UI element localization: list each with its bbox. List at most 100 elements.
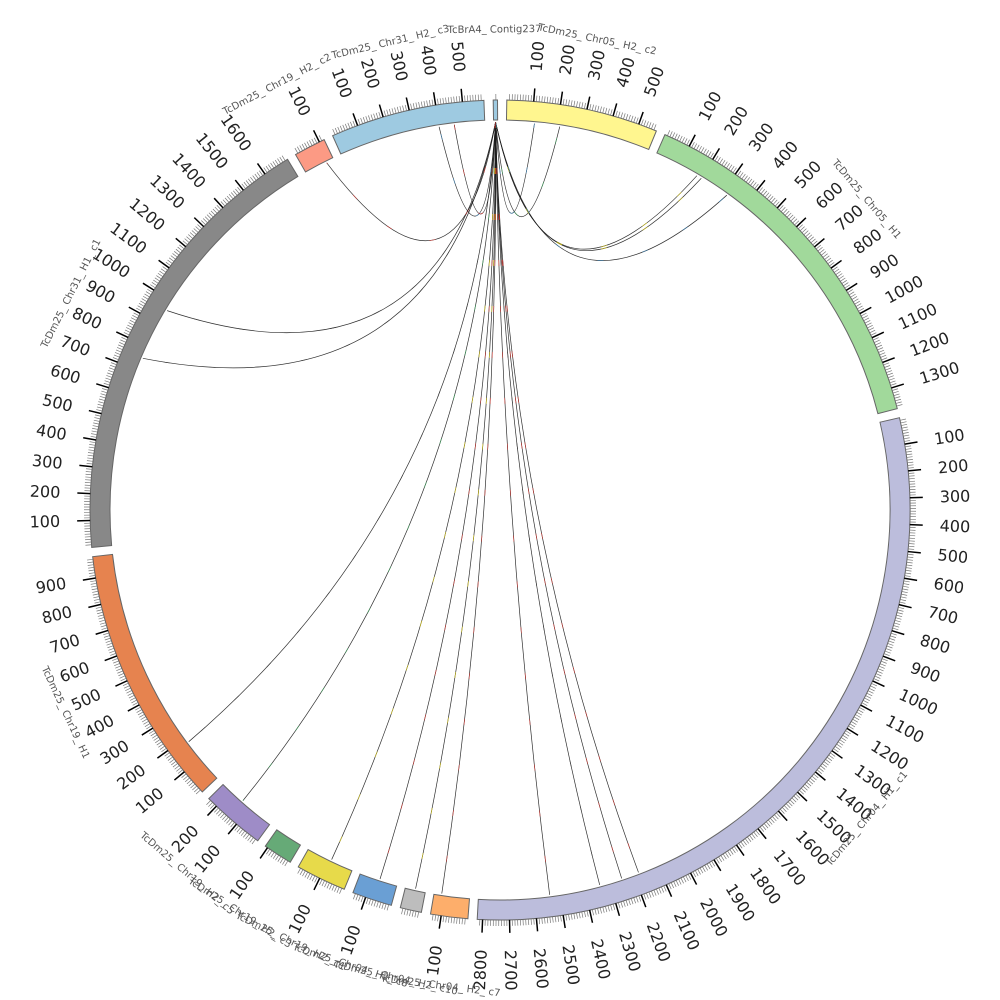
major-tick — [104, 655, 118, 662]
major-tick — [814, 771, 826, 781]
tick-label: 400 — [417, 44, 441, 77]
minor-tick — [224, 816, 229, 822]
minor-tick — [901, 593, 908, 596]
minor-tick — [802, 785, 808, 791]
link-color-accent — [331, 122, 496, 860]
minor-tick — [97, 403, 104, 407]
minor-tick — [284, 860, 289, 867]
minor-tick — [136, 709, 143, 713]
minor-tick — [859, 707, 865, 711]
minor-tick — [715, 858, 720, 864]
minor-tick — [108, 369, 114, 373]
minor-tick — [450, 917, 453, 924]
minor-tick — [907, 461, 914, 464]
minor-tick — [123, 685, 130, 689]
minor-tick — [906, 564, 913, 567]
minor-tick — [106, 375, 113, 378]
minor-tick — [87, 454, 94, 457]
minor-tick — [884, 650, 891, 654]
minor-tick — [834, 746, 841, 751]
minor-tick — [170, 255, 176, 260]
minor-tick — [887, 643, 894, 646]
minor-tick — [594, 105, 597, 112]
minor-tick — [267, 164, 272, 170]
minor-tick — [625, 900, 629, 906]
minor-tick — [772, 816, 777, 822]
link-curve — [495, 122, 639, 873]
tick-label: 400 — [939, 516, 970, 536]
minor-tick — [93, 596, 100, 599]
minor-tick — [92, 590, 99, 593]
minor-tick — [778, 205, 784, 211]
minor-tick — [120, 339, 126, 343]
major-tick — [907, 550, 921, 554]
minor-tick — [247, 835, 252, 841]
minor-tick — [172, 763, 178, 768]
link-color-accent — [495, 122, 550, 895]
minor-tick — [908, 472, 915, 474]
minor-tick — [883, 362, 890, 366]
tick-label: 500 — [937, 545, 969, 567]
minor-tick — [787, 801, 793, 807]
minor-tick — [236, 827, 241, 833]
minor-tick — [123, 332, 130, 336]
link-color-accent — [441, 122, 497, 894]
tick-label: 500 — [40, 390, 74, 416]
minor-tick — [184, 777, 190, 783]
minor-tick — [156, 275, 162, 280]
major-tick — [891, 383, 905, 389]
minor-tick — [905, 448, 912, 450]
minor-tick — [122, 682, 129, 687]
minor-tick — [877, 347, 884, 351]
major-tick — [640, 894, 647, 908]
minor-tick — [214, 807, 219, 813]
minor-tick — [604, 107, 608, 114]
major-tick — [175, 237, 187, 248]
minor-tick — [810, 238, 816, 244]
minor-tick — [851, 296, 858, 300]
tick-label: 100 — [328, 65, 356, 100]
minor-tick — [282, 859, 286, 865]
minor-tick — [885, 367, 892, 371]
minor-tick — [156, 741, 162, 746]
minor-tick — [189, 232, 195, 237]
link-curve — [495, 121, 561, 217]
minor-tick — [206, 214, 212, 220]
minor-tick — [188, 781, 194, 787]
minor-tick — [90, 582, 97, 585]
minor-tick — [743, 175, 748, 181]
minor-tick — [906, 456, 913, 458]
minor-tick — [808, 236, 814, 242]
tick-label: 1000 — [882, 271, 927, 307]
minor-tick — [678, 878, 682, 885]
tick-label: 2700 — [501, 950, 521, 991]
minor-tick — [222, 815, 227, 821]
minor-tick — [591, 909, 594, 916]
minor-tick — [844, 284, 851, 289]
minor-tick — [88, 446, 95, 449]
minor-tick — [725, 852, 729, 858]
minor-tick — [833, 268, 840, 273]
minor-tick — [827, 259, 833, 265]
minor-tick — [216, 204, 222, 210]
minor-tick — [151, 282, 158, 286]
minor-tick — [268, 850, 273, 856]
minor-tick — [144, 293, 150, 298]
minor-tick — [306, 873, 311, 879]
major-tick — [158, 259, 170, 269]
minor-tick — [129, 319, 136, 324]
minor-tick — [110, 362, 117, 366]
major-tick — [777, 810, 788, 822]
minor-tick — [179, 244, 185, 250]
minor-tick — [612, 903, 616, 910]
minor-tick — [896, 612, 903, 615]
major-tick — [882, 655, 896, 662]
minor-tick — [152, 734, 158, 739]
minor-tick — [663, 885, 667, 892]
minor-tick — [692, 871, 697, 878]
minor-tick — [893, 393, 900, 396]
minor-tick — [365, 116, 369, 123]
minor-tick — [870, 332, 877, 336]
minor-tick — [901, 424, 908, 426]
minor-tick — [892, 627, 899, 631]
